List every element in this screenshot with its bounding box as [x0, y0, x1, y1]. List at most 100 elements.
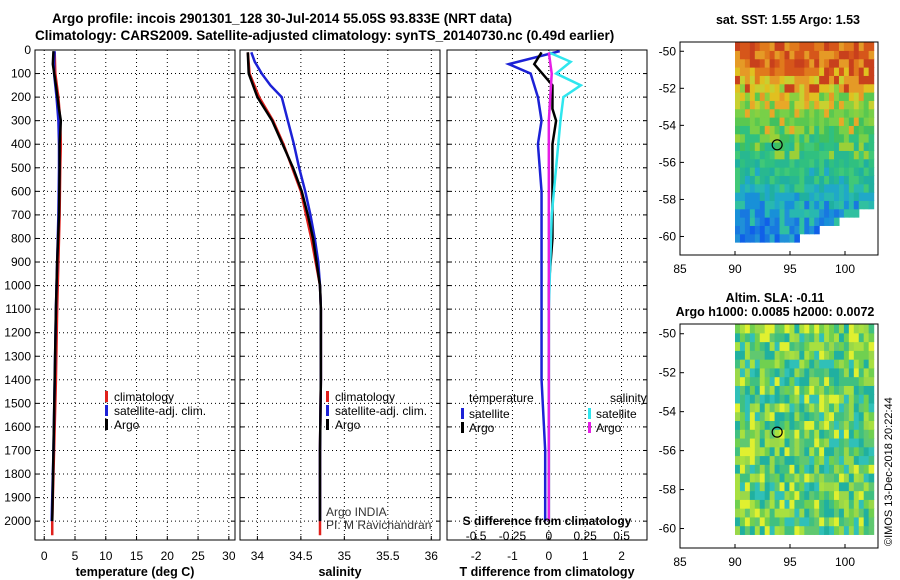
salinity-xtick-label: 34.5 [289, 549, 313, 563]
depth-tick-label: 1800 [4, 467, 31, 481]
diff-legend-title-salinity: salinity [610, 391, 647, 405]
temperature-legend-label: climatology [114, 390, 174, 404]
salinity-annotation: Argo INDIA [326, 505, 387, 519]
temperature-legend-label: Argo [114, 418, 140, 432]
temperature-xtick-label: 0 [41, 549, 48, 563]
figure-title-line2: Climatology: CARS2009. Satellite-adjuste… [35, 28, 615, 43]
sst_map-axes-box [679, 41, 879, 256]
sla_map-axes-box [679, 323, 879, 549]
diff-legend-swatch [588, 422, 591, 433]
temperature-legend-swatch [105, 391, 108, 402]
salinity-legend-label: Argo [335, 418, 361, 432]
diff-s-tick-label: 0.5 [613, 529, 630, 543]
salinity-series-climatology [246, 52, 323, 536]
depth-tick-label: 1600 [4, 420, 31, 434]
sst_map-ytick-label: -60 [659, 229, 677, 243]
depth-tick-label: 1400 [4, 373, 31, 387]
differences-xtick-label: -1 [507, 549, 518, 563]
temperature-xtick-label: 30 [222, 549, 236, 563]
sla_map-xtick-label: 85 [673, 555, 687, 569]
diff-s-tick-label: -0.5 [466, 529, 487, 543]
sst_map-xtick-label: 90 [728, 262, 742, 276]
differences-xtick-label: 1 [582, 549, 589, 563]
sst_map-heatmap-cells [735, 42, 875, 243]
temperature-legend-label: satellite-adj. clim. [114, 404, 206, 418]
salinity-legend-label: satellite-adj. clim. [335, 404, 427, 418]
differences-xtick-label: 0 [545, 549, 552, 563]
diff-s-tick-label: -0.25 [499, 529, 527, 543]
sla_map-ytick-label: -58 [659, 483, 677, 497]
salinity-xtick-label: 35 [338, 549, 352, 563]
temperature-xtick-label: 20 [161, 549, 175, 563]
salinity-xtick-label: 36 [425, 549, 439, 563]
depth-tick-label: 600 [11, 184, 31, 198]
salinity-axes-box [239, 49, 441, 541]
depth-tick-label: 1200 [4, 326, 31, 340]
diff-s-tick-label: 0 [545, 529, 552, 543]
diff-legend-swatch [461, 408, 464, 419]
temperature-legend-swatch [105, 405, 108, 416]
depth-tick-label: 0 [24, 43, 31, 57]
temperature-xtick-label: 15 [130, 549, 144, 563]
diff-legend-label: Argo [469, 421, 495, 435]
temperature-series-argo [50, 51, 63, 522]
sst-map-title: sat. SST: 1.55 Argo: 1.53 [716, 13, 860, 27]
sla_map-ytick-label: -52 [659, 366, 677, 380]
sla_map-xtick-label: 100 [835, 555, 855, 569]
diff-legend-label: Argo [596, 421, 622, 435]
differences-series-s-argo [547, 52, 553, 522]
temperature-xtick-label: 25 [191, 549, 205, 563]
salinity-annotation: PI: M Ravichandran [326, 518, 431, 532]
temperature-xtick-label: 10 [99, 549, 113, 563]
depth-tick-label: 900 [11, 255, 31, 269]
differences-axes-box [446, 49, 648, 541]
depth-tick-label: 400 [11, 137, 31, 151]
depth-tick-label: 700 [11, 208, 31, 222]
temperature-legend-swatch [105, 419, 108, 430]
sst_map-xtick-label: 95 [783, 262, 797, 276]
depth-tick-label: 1300 [4, 349, 31, 363]
sst_map-ytick-label: -52 [659, 81, 677, 95]
sla_map-ytick-label: -60 [659, 522, 677, 536]
sst_map-ytick-label: -56 [659, 155, 677, 169]
figure-title-line1: Argo profile: incois 2901301_128 30-Jul-… [52, 11, 512, 26]
depth-tick-label: 500 [11, 161, 31, 175]
depth-tick-label: 1000 [4, 279, 31, 293]
salinity-series-argo [246, 52, 323, 522]
sst_map-ytick-label: -50 [659, 44, 677, 58]
temperature-xlabel: temperature (deg C) [76, 565, 195, 579]
temperature-xtick-label: 5 [72, 549, 79, 563]
sla-map-title: Altim. SLA: -0.11 [726, 291, 825, 305]
differences-series-s-satellite [547, 51, 584, 522]
differences-xlabel: T difference from climatology [459, 565, 634, 579]
sla_map-ytick-label: -54 [659, 405, 677, 419]
salinity-legend-label: climatology [335, 390, 395, 404]
salinity-legend-swatch [326, 405, 329, 416]
temperature-axes-box [34, 49, 236, 541]
diff-s-tick-label: 0.25 [574, 529, 598, 543]
sla_map-argo-position-marker [771, 426, 783, 438]
depth-tick-label: 100 [11, 67, 31, 81]
salinity-series-satellite-adj.-clim. [250, 51, 323, 522]
depth-tick-label: 2000 [4, 514, 31, 528]
sla-map-subtitle: Argo h1000: 0.0085 h2000: 0.0072 [676, 305, 875, 319]
depth-tick-label: 1100 [5, 302, 31, 316]
depth-tick-label: 200 [11, 90, 31, 104]
salinity-xlabel: salinity [318, 565, 361, 579]
sla_map-ytick-label: -56 [659, 444, 677, 458]
sst_map-argo-position-marker [771, 139, 783, 151]
sst_map-ytick-label: -54 [659, 118, 677, 132]
sst_map-xtick-label: 100 [835, 262, 855, 276]
sst_map-xtick-label: 85 [673, 262, 687, 276]
diff-legend-label: satellite [596, 407, 637, 421]
differences-xtick-label: -2 [471, 549, 482, 563]
depth-tick-label: 1500 [4, 396, 31, 410]
diff-legend-swatch [461, 422, 464, 433]
salinity-xtick-label: 34 [251, 549, 265, 563]
sla_map-xtick-label: 90 [728, 555, 742, 569]
depth-tick-label: 1900 [4, 491, 31, 505]
salinity-xtick-label: 35.5 [376, 549, 400, 563]
imos-watermark: ©IMOS 13-Dec-2018 20:22:44 [883, 397, 895, 546]
depth-tick-label: 1700 [4, 443, 31, 457]
